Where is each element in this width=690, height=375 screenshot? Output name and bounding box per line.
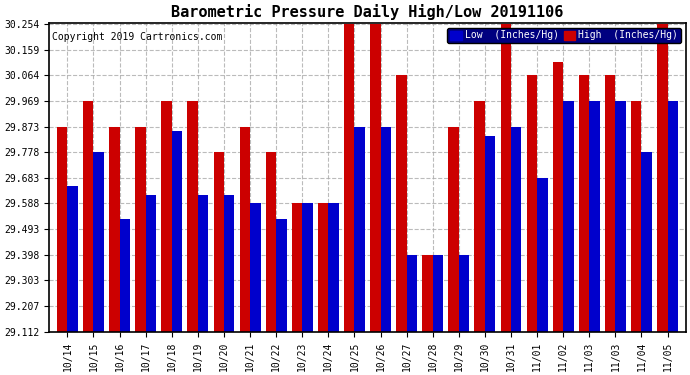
Legend: Low  (Inches/Hg), High  (Inches/Hg): Low (Inches/Hg), High (Inches/Hg): [447, 28, 681, 44]
Bar: [146, 195, 156, 332]
Bar: [511, 127, 522, 332]
Bar: [631, 101, 642, 332]
Bar: [224, 195, 235, 332]
Bar: [109, 127, 119, 332]
Bar: [292, 204, 302, 332]
Bar: [396, 75, 406, 332]
Bar: [370, 24, 380, 332]
Bar: [266, 152, 276, 332]
Bar: [344, 24, 355, 332]
Bar: [250, 204, 261, 332]
Bar: [500, 24, 511, 332]
Bar: [135, 127, 146, 332]
Bar: [239, 127, 250, 332]
Bar: [213, 152, 224, 332]
Bar: [579, 75, 589, 332]
Bar: [448, 127, 459, 332]
Bar: [422, 255, 433, 332]
Bar: [475, 101, 485, 332]
Bar: [328, 204, 339, 332]
Bar: [57, 127, 68, 332]
Bar: [657, 24, 667, 332]
Bar: [68, 186, 78, 332]
Bar: [188, 101, 198, 332]
Bar: [605, 75, 615, 332]
Bar: [537, 178, 548, 332]
Bar: [302, 204, 313, 332]
Bar: [83, 101, 94, 332]
Text: Copyright 2019 Cartronics.com: Copyright 2019 Cartronics.com: [52, 32, 223, 42]
Bar: [667, 101, 678, 332]
Bar: [276, 219, 286, 332]
Title: Barometric Pressure Daily High/Low 20191106: Barometric Pressure Daily High/Low 20191…: [171, 4, 564, 20]
Bar: [119, 219, 130, 332]
Bar: [589, 101, 600, 332]
Bar: [161, 101, 172, 332]
Bar: [172, 131, 182, 332]
Bar: [563, 101, 573, 332]
Bar: [642, 152, 652, 332]
Bar: [433, 255, 443, 332]
Bar: [459, 255, 469, 332]
Bar: [318, 204, 328, 332]
Bar: [615, 101, 626, 332]
Bar: [94, 152, 104, 332]
Bar: [380, 127, 391, 332]
Bar: [198, 195, 208, 332]
Bar: [485, 136, 495, 332]
Bar: [406, 255, 417, 332]
Bar: [553, 62, 563, 332]
Bar: [355, 127, 365, 332]
Bar: [526, 75, 537, 332]
